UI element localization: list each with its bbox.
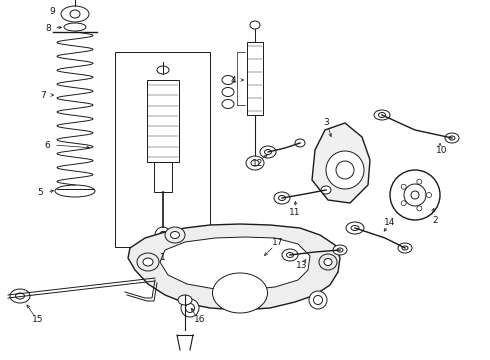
- Text: 9: 9: [49, 6, 55, 15]
- Bar: [115, 52, 210, 247]
- Bar: [147, 80, 179, 162]
- Ellipse shape: [295, 139, 305, 147]
- Text: 13: 13: [296, 261, 308, 270]
- Ellipse shape: [324, 258, 332, 266]
- Ellipse shape: [278, 195, 286, 201]
- Ellipse shape: [374, 110, 390, 120]
- Ellipse shape: [337, 248, 343, 252]
- Ellipse shape: [404, 184, 426, 206]
- Text: 6: 6: [44, 140, 50, 149]
- Ellipse shape: [309, 291, 327, 309]
- Ellipse shape: [326, 151, 364, 189]
- Ellipse shape: [160, 231, 167, 239]
- Bar: [154, 162, 172, 192]
- Text: 2: 2: [432, 216, 438, 225]
- Ellipse shape: [260, 146, 276, 158]
- Ellipse shape: [250, 21, 260, 29]
- Ellipse shape: [222, 99, 234, 108]
- Ellipse shape: [10, 289, 30, 303]
- Text: 3: 3: [323, 117, 329, 126]
- Bar: [247, 42, 263, 115]
- Ellipse shape: [346, 222, 364, 234]
- Ellipse shape: [351, 225, 359, 230]
- Text: 7: 7: [40, 90, 46, 99]
- Ellipse shape: [157, 66, 169, 74]
- Ellipse shape: [426, 193, 432, 198]
- Text: 14: 14: [384, 217, 396, 226]
- Text: 15: 15: [32, 315, 44, 324]
- Ellipse shape: [137, 253, 159, 271]
- Ellipse shape: [319, 254, 337, 270]
- Ellipse shape: [70, 10, 80, 18]
- Text: 5: 5: [37, 188, 43, 197]
- Ellipse shape: [417, 179, 422, 184]
- Ellipse shape: [155, 227, 171, 243]
- Text: 8: 8: [45, 23, 51, 32]
- Ellipse shape: [222, 76, 234, 85]
- Ellipse shape: [282, 249, 298, 261]
- Ellipse shape: [398, 243, 412, 253]
- Ellipse shape: [16, 293, 24, 299]
- Ellipse shape: [417, 206, 422, 211]
- Text: 17: 17: [272, 238, 284, 247]
- Ellipse shape: [178, 295, 192, 305]
- Ellipse shape: [401, 201, 406, 206]
- Ellipse shape: [445, 133, 459, 143]
- Ellipse shape: [61, 6, 89, 22]
- Ellipse shape: [314, 296, 322, 305]
- Ellipse shape: [401, 184, 406, 189]
- Text: 16: 16: [194, 315, 206, 324]
- Text: 11: 11: [289, 207, 301, 216]
- Ellipse shape: [449, 136, 455, 140]
- Ellipse shape: [287, 252, 294, 257]
- Ellipse shape: [165, 227, 185, 243]
- Polygon shape: [160, 237, 310, 290]
- Ellipse shape: [321, 186, 331, 194]
- Ellipse shape: [274, 192, 290, 204]
- Ellipse shape: [336, 161, 354, 179]
- Ellipse shape: [213, 273, 268, 313]
- Ellipse shape: [402, 246, 408, 250]
- Text: 12: 12: [252, 158, 264, 167]
- Ellipse shape: [143, 258, 153, 266]
- Text: 4: 4: [230, 76, 236, 85]
- Ellipse shape: [55, 185, 95, 197]
- Ellipse shape: [246, 156, 264, 170]
- Ellipse shape: [171, 231, 179, 239]
- Polygon shape: [128, 224, 340, 310]
- Ellipse shape: [222, 87, 234, 96]
- Ellipse shape: [186, 303, 195, 312]
- Text: 10: 10: [436, 145, 448, 154]
- Ellipse shape: [333, 245, 347, 255]
- Ellipse shape: [64, 23, 86, 31]
- Text: 1: 1: [160, 252, 166, 261]
- Ellipse shape: [378, 113, 386, 117]
- Ellipse shape: [265, 149, 271, 154]
- Ellipse shape: [181, 299, 199, 317]
- Ellipse shape: [390, 170, 440, 220]
- Ellipse shape: [251, 160, 259, 166]
- Ellipse shape: [411, 191, 419, 199]
- Polygon shape: [312, 123, 370, 203]
